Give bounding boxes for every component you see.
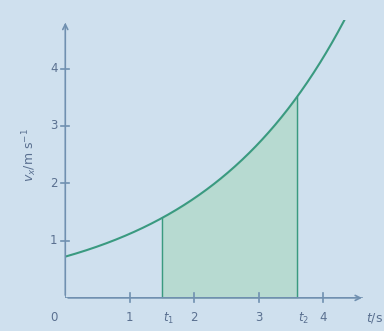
Text: 0: 0 — [50, 310, 58, 323]
Text: 2: 2 — [190, 310, 198, 323]
Text: $t_2$: $t_2$ — [298, 310, 310, 326]
Text: $t_1$: $t_1$ — [163, 310, 174, 326]
Text: 3: 3 — [50, 119, 58, 132]
Text: $v_x$/m s$^{-1}$: $v_x$/m s$^{-1}$ — [20, 127, 39, 182]
Text: 3: 3 — [255, 310, 262, 323]
Text: 4: 4 — [50, 62, 58, 75]
Text: 1: 1 — [50, 234, 58, 247]
Text: 1: 1 — [126, 310, 134, 323]
Text: $t$/s: $t$/s — [366, 310, 383, 324]
Text: 2: 2 — [50, 177, 58, 190]
Text: 4: 4 — [319, 310, 327, 323]
